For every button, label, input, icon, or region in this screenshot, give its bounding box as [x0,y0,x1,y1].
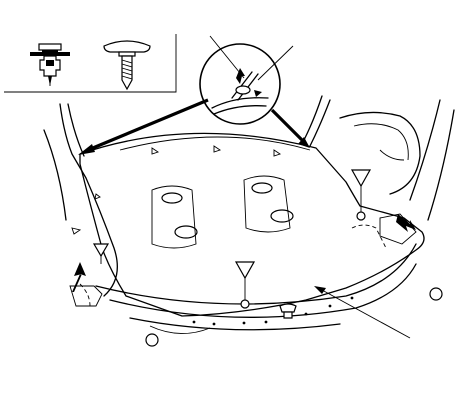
rear-sill-trim [95,243,443,347]
floor-holes [151,175,294,249]
sill-rivets [192,296,354,326]
detail-leader-line [209,35,245,79]
screw-clip-icon [103,40,151,91]
clip-location-triangle-icon [350,169,372,221]
detail-leader-line [257,45,294,81]
hidden-edge-right [351,224,387,249]
sill-callout-leader [314,286,411,339]
clip-legend-box [4,34,177,93]
hidden-edge-left [79,283,91,307]
push-clip-icon [30,43,70,86]
clip-location-triangle-icon [234,261,256,309]
magnifier-detail-icon [199,43,281,125]
floor-cover-panel [79,132,425,317]
removal-direction-arrow-icon [379,213,417,245]
right-side-trim [303,95,455,221]
clip-location-triangle-icon [92,243,110,264]
pointer-arrow-left [78,98,209,155]
sill-screw-clip [279,303,297,319]
left-side-trim [43,103,118,297]
surface-marks [71,145,282,235]
removal-direction-arrow-icon [69,262,103,307]
